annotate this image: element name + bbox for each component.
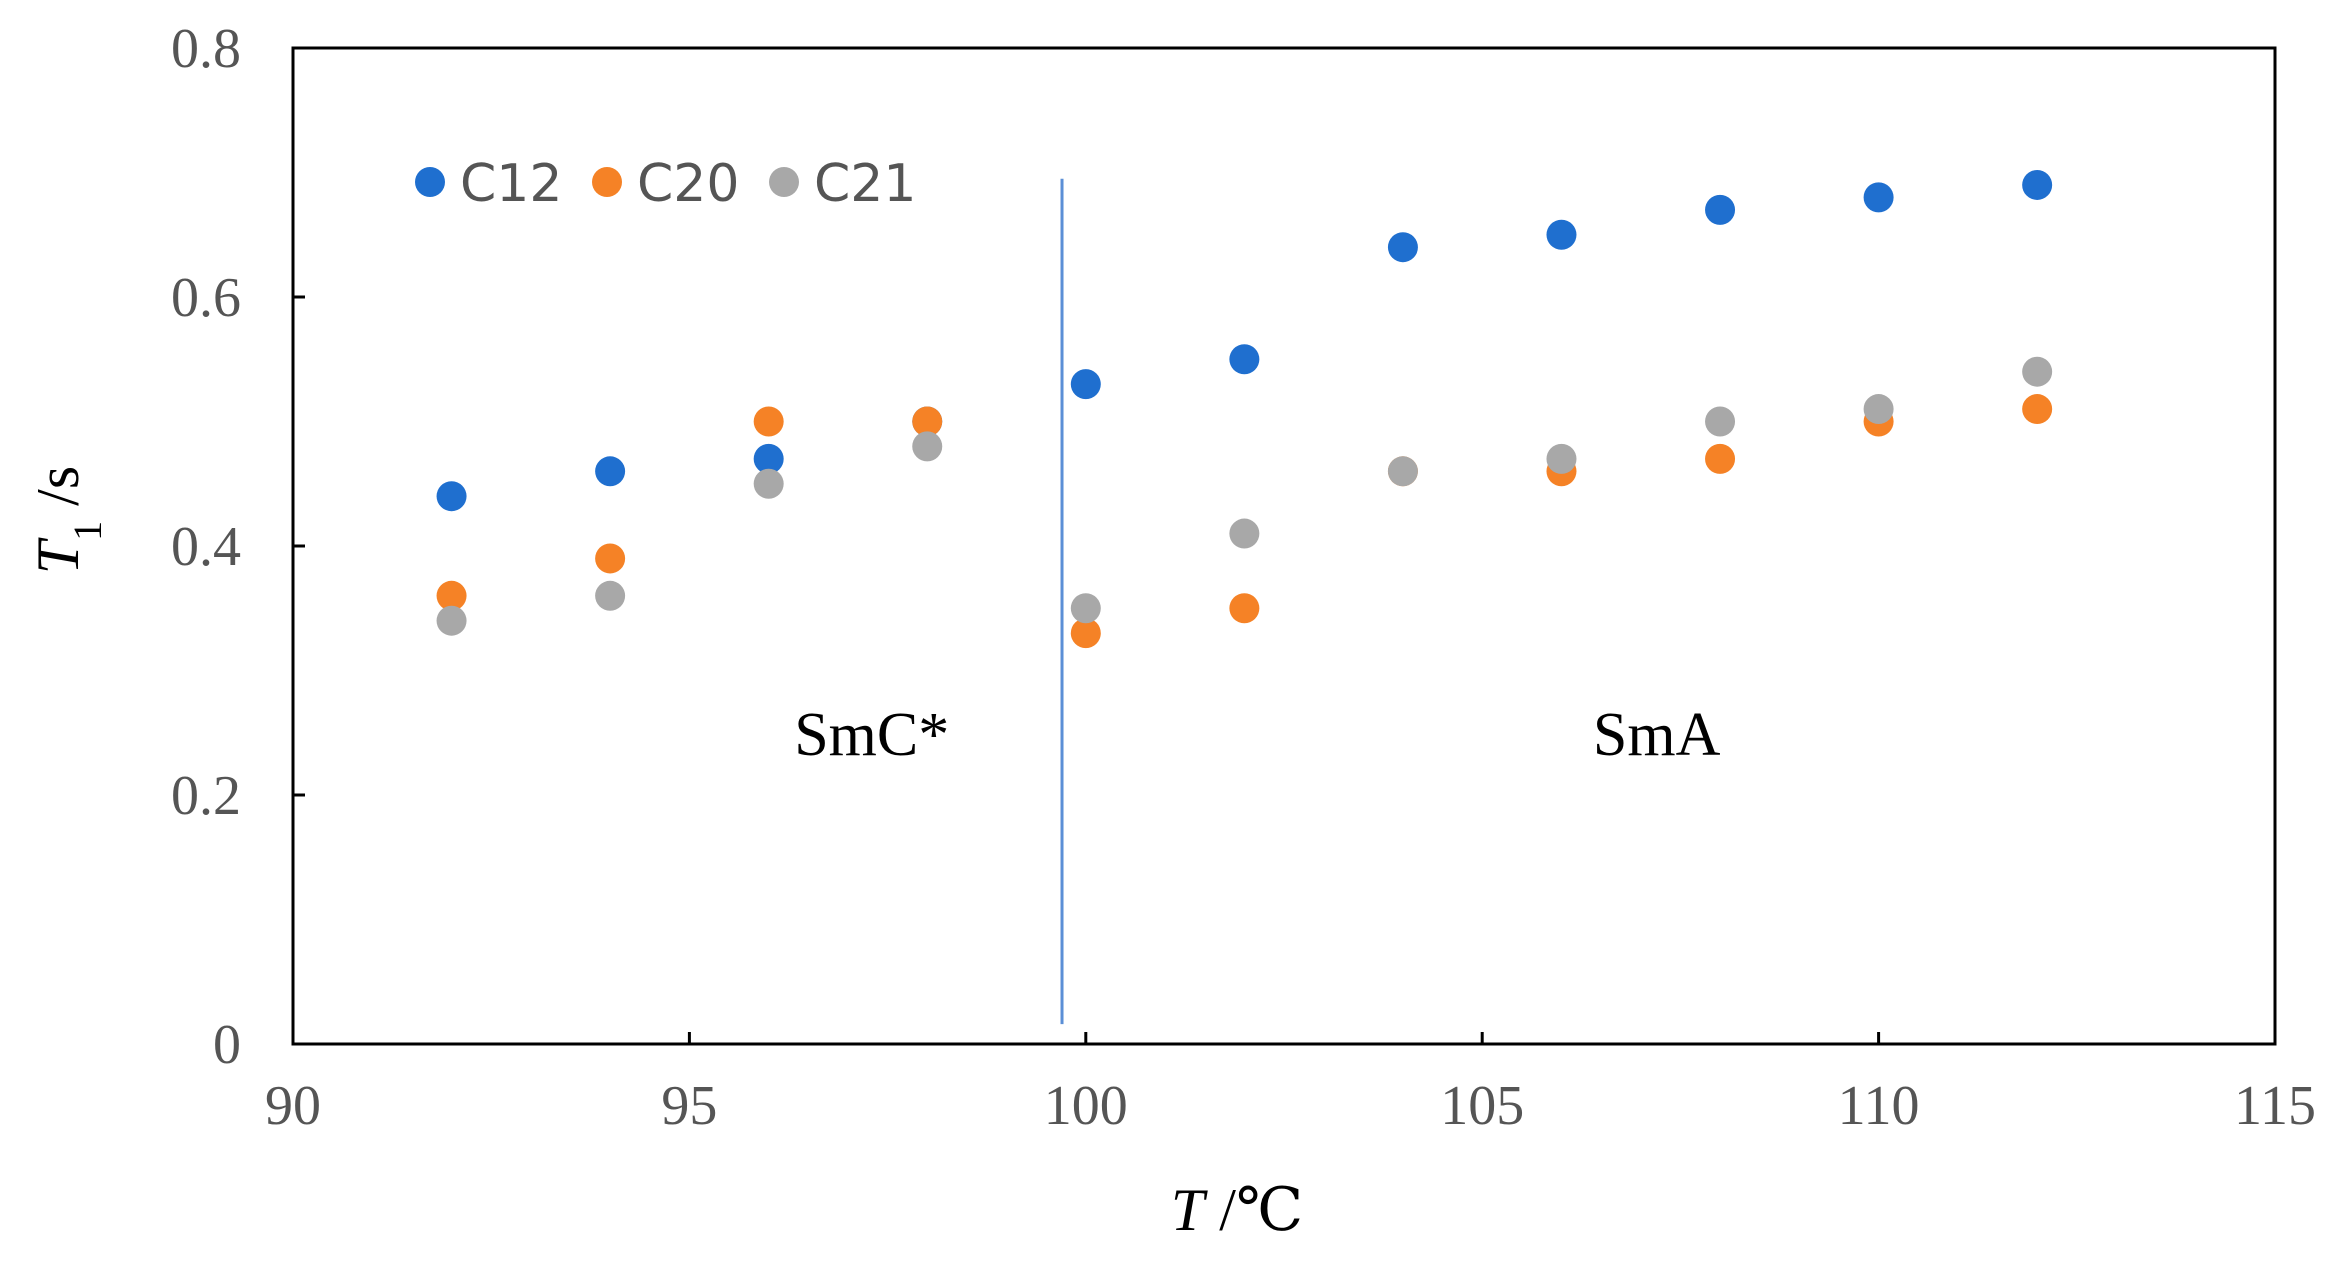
data-point-c12 — [1863, 182, 1894, 213]
data-point-c21 — [1546, 443, 1577, 474]
legend-marker-c20 — [592, 167, 622, 197]
data-point-c20 — [1705, 443, 1736, 474]
data-point-c21 — [1387, 456, 1418, 487]
x-tick-label: 90 — [265, 1075, 321, 1137]
data-point-c21 — [2022, 356, 2053, 387]
data-point-c21 — [595, 580, 626, 611]
data-point-c21 — [753, 468, 784, 499]
y-tick-label: 0.6 — [171, 267, 241, 329]
y-tick-label: 0.4 — [171, 516, 241, 578]
x-tick-label: 105 — [1440, 1075, 1524, 1137]
data-point-c12 — [1705, 194, 1736, 225]
data-point-c20 — [912, 406, 943, 437]
legend-marker-c21 — [769, 167, 799, 197]
data-point-c21 — [436, 605, 467, 636]
x-tick-label: 100 — [1044, 1075, 1128, 1137]
data-point-c20 — [1229, 593, 1260, 624]
region-label-sma: SmA — [1593, 701, 1721, 769]
legend-label-c20: C20 — [637, 154, 739, 214]
data-point-c12 — [1546, 219, 1577, 250]
data-point-c12 — [436, 481, 467, 512]
data-point-c12 — [2022, 169, 2053, 200]
x-axis-title-symbol: T — [1171, 1177, 1208, 1243]
series-c21 — [436, 356, 2053, 636]
data-point-c21 — [912, 431, 943, 462]
data-point-c12 — [1387, 232, 1418, 263]
y-tick-label: 0 — [213, 1014, 241, 1076]
data-point-c21 — [1863, 394, 1894, 425]
y-tick-label: 0.2 — [171, 765, 241, 827]
region-label-smc: SmC* — [794, 701, 949, 769]
x-tick-label: 115 — [2234, 1075, 2316, 1137]
x-axis-title: T /℃ — [1171, 1177, 1303, 1243]
x-tick-label: 110 — [1838, 1075, 1920, 1137]
x-tick-label: 95 — [661, 1075, 717, 1137]
y-axis-title-symbol: T — [25, 537, 91, 574]
data-point-c20 — [1070, 618, 1101, 649]
legend-label-c21: C21 — [814, 154, 916, 214]
legend-marker-c12 — [415, 167, 445, 197]
series-c12 — [436, 169, 2053, 512]
data-point-c20 — [2022, 394, 2053, 425]
x-axis-title-unit: /℃ — [1204, 1177, 1303, 1243]
legend-label-c12: C12 — [460, 154, 562, 214]
data-point-c21 — [1070, 593, 1101, 624]
data-point-c21 — [1229, 518, 1260, 549]
data-point-c12 — [1229, 344, 1260, 375]
y-axis-title: T1 /s — [25, 466, 110, 574]
data-point-c20 — [753, 406, 784, 437]
data-point-c21 — [1705, 406, 1736, 437]
data-point-c12 — [753, 443, 784, 474]
y-tick-label: 0.8 — [171, 18, 241, 80]
data-point-c20 — [436, 580, 467, 611]
data-point-c12 — [595, 456, 626, 487]
y-axis-title-subscript: 1 — [65, 521, 110, 541]
y-axis-title-unit: /s — [25, 466, 91, 521]
data-point-c12 — [1070, 369, 1101, 400]
data-point-c20 — [595, 543, 626, 574]
